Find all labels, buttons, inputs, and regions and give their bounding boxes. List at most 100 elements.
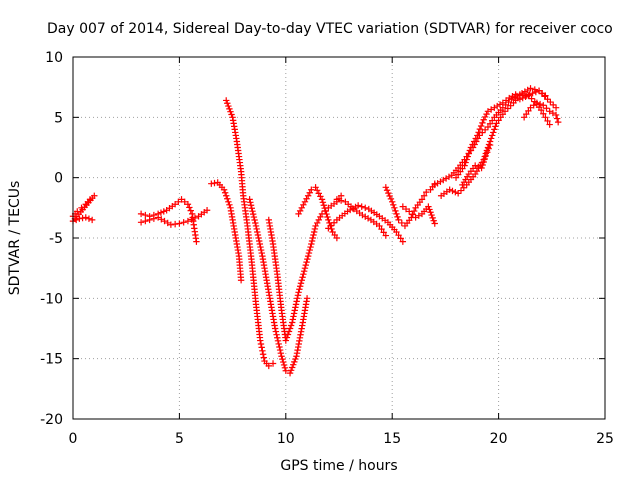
data-point-interp xyxy=(256,240,264,248)
data-point-interp xyxy=(296,283,304,290)
data-point-interp xyxy=(463,156,470,163)
data-point-interp xyxy=(302,261,309,269)
data-point xyxy=(525,92,532,99)
data-point-interp xyxy=(460,184,468,191)
data-point xyxy=(76,215,83,222)
data-point xyxy=(540,102,547,109)
data-point xyxy=(399,238,407,245)
data-point-interp xyxy=(157,209,165,216)
data-point-interp xyxy=(298,277,305,284)
data-point-interp xyxy=(303,195,310,202)
data-point-interp xyxy=(480,158,487,166)
data-point xyxy=(461,162,468,169)
data-point xyxy=(484,123,492,131)
data-point-interp xyxy=(383,187,391,194)
data-point xyxy=(303,295,311,302)
data-point-interp xyxy=(430,217,437,224)
data-point-interp xyxy=(317,193,324,200)
data-point-interp xyxy=(481,126,489,134)
data-point-interp xyxy=(247,199,254,206)
data-point-interp xyxy=(225,198,232,205)
data-point-interp xyxy=(484,149,491,156)
data-point xyxy=(137,219,145,226)
data-point-interp xyxy=(475,129,482,136)
data-point-interp xyxy=(248,205,255,212)
data-point-interp xyxy=(452,188,459,196)
x-tick-label: 5 xyxy=(175,431,184,447)
data-point-interp xyxy=(380,229,387,236)
y-tick-label: -10 xyxy=(40,291,63,307)
data-point xyxy=(474,132,481,139)
data-point xyxy=(501,108,509,115)
data-point-interp xyxy=(272,328,280,335)
data-point-interp xyxy=(477,122,485,130)
data-point xyxy=(389,198,396,205)
data-point-interp xyxy=(253,225,260,233)
data-point-interp xyxy=(298,204,305,212)
data-point-interp xyxy=(466,147,474,154)
data-point xyxy=(482,152,490,160)
data-point xyxy=(537,106,545,114)
y-tick-label: 0 xyxy=(54,171,63,187)
data-point-interp xyxy=(307,243,314,251)
data-point-interp xyxy=(290,313,297,320)
data-point xyxy=(512,91,519,98)
y-tick-label: -20 xyxy=(40,412,63,428)
data-point xyxy=(246,196,253,203)
data-point xyxy=(257,337,264,344)
data-point-interp xyxy=(553,115,561,122)
data-point xyxy=(552,111,560,119)
data-point xyxy=(418,196,426,203)
data-point-interp xyxy=(251,216,258,224)
x-tick-label: 10 xyxy=(277,431,295,447)
data-point-interp xyxy=(283,334,291,341)
x-tick-label: 25 xyxy=(596,431,614,447)
data-point xyxy=(395,216,402,224)
data-point-interp xyxy=(281,364,289,372)
data-point-interp xyxy=(313,219,321,227)
data-point xyxy=(480,116,487,123)
data-point xyxy=(431,220,438,227)
data-point-interp xyxy=(296,286,303,293)
data-point xyxy=(295,289,302,296)
data-point-interp xyxy=(311,225,319,233)
data-point xyxy=(237,277,245,284)
data-point-interp xyxy=(300,267,308,275)
data-point-interp xyxy=(322,207,329,215)
data-point-interp xyxy=(142,211,149,219)
data-point-interp xyxy=(319,199,327,206)
data-point-interp xyxy=(427,209,434,216)
data-point xyxy=(546,121,553,128)
data-point-interp xyxy=(504,105,512,112)
data-point xyxy=(471,162,479,169)
data-point-interp xyxy=(256,237,263,245)
data-point-interp xyxy=(489,117,496,124)
x-tick-label: 0 xyxy=(69,431,78,447)
data-point-interp xyxy=(259,347,266,355)
data-point-interp xyxy=(491,126,498,133)
data-point-interp xyxy=(285,328,293,335)
data-point-interp xyxy=(313,187,321,194)
data-point xyxy=(282,337,289,344)
data-point xyxy=(406,208,413,215)
data-point-interp xyxy=(79,214,86,222)
data-point-interp xyxy=(291,358,298,366)
data-point-interp xyxy=(257,340,265,348)
data-point-interp xyxy=(385,189,392,197)
data-point-interp xyxy=(324,213,331,221)
data-point-interp xyxy=(284,331,292,338)
data-point-interp xyxy=(528,95,535,102)
data-point-interp xyxy=(142,217,149,225)
data-point xyxy=(301,198,309,205)
data-point-interp xyxy=(304,255,311,263)
data-point-interp xyxy=(476,125,484,133)
data-point-interp xyxy=(475,163,482,171)
data-point xyxy=(271,325,279,332)
data-point-interp xyxy=(387,195,395,203)
x-axis-label: GPS time / hours xyxy=(280,458,397,474)
data-point xyxy=(520,114,528,121)
data-point-interp xyxy=(362,204,369,212)
data-point-interp xyxy=(409,211,416,218)
data-point-interp xyxy=(257,246,265,254)
